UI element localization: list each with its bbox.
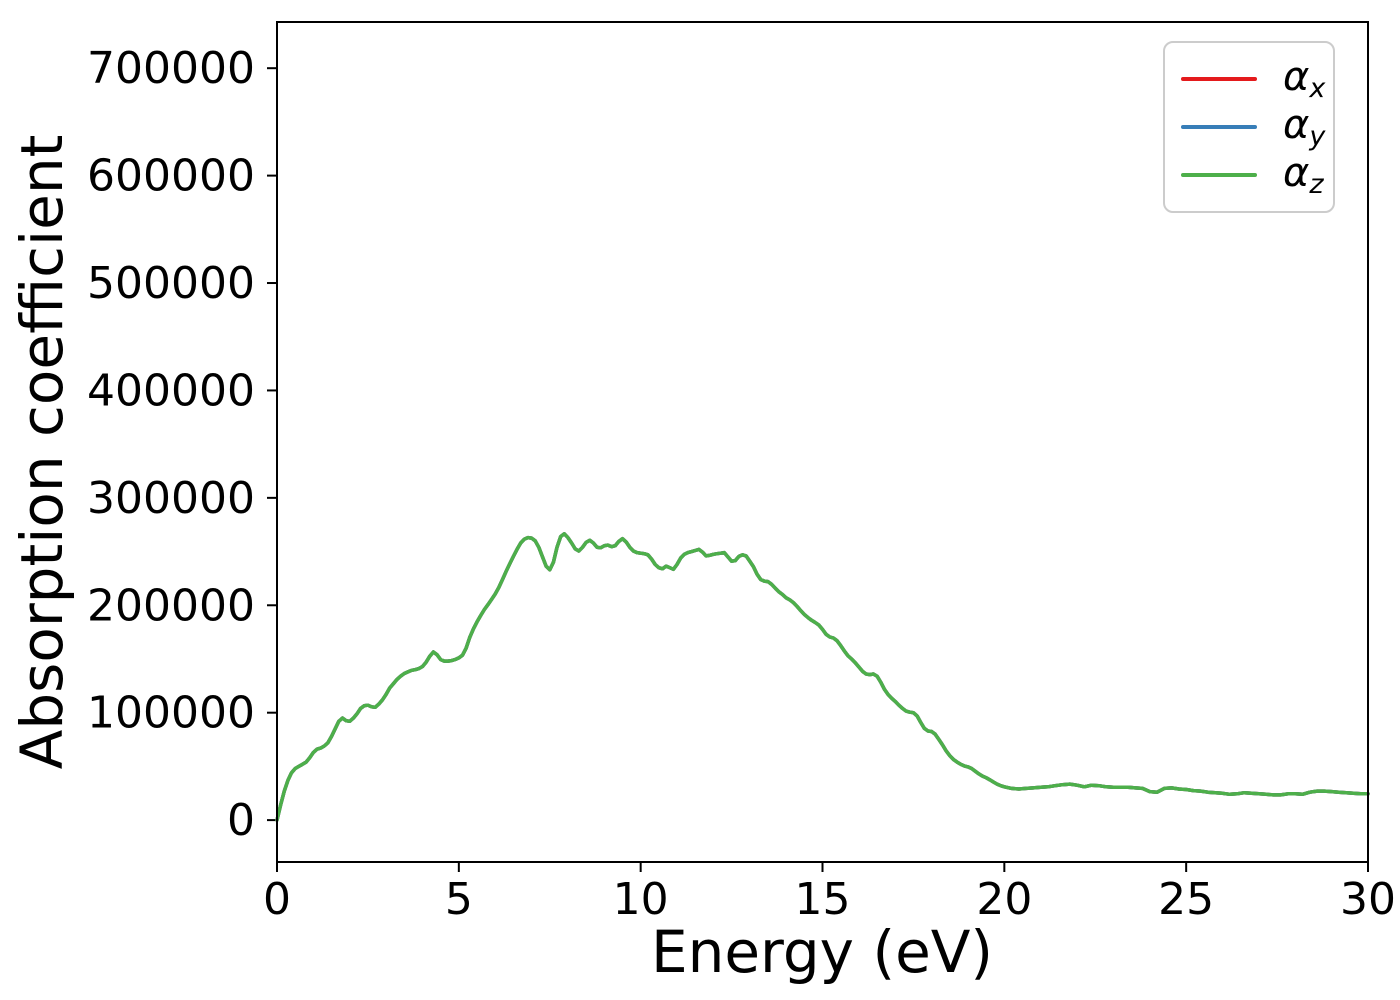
legend: αx αy αz [1163,41,1335,213]
x-tick-label: 5 [445,874,473,925]
x-tick-label: 0 [263,874,291,925]
y-tick-label: 700000 [87,43,255,94]
y-tick-label: 200000 [87,580,255,631]
legend-item-alpha-y: αy [1181,105,1325,149]
legend-label-alpha-x: αx [1283,57,1325,102]
legend-label-base: α [1283,101,1310,148]
legend-label-alpha-y: αy [1283,105,1325,150]
legend-label-sub: x [1309,72,1326,104]
x-axis-label: Energy (eV) [650,918,994,986]
y-axis-label: Absorption coefficient [8,134,76,770]
y-tick-label: 500000 [87,258,255,309]
y-tick-label: 400000 [87,365,255,416]
y-tick-label: 600000 [87,151,255,202]
legend-label-alpha-z: αz [1283,153,1324,198]
legend-swatch-alpha-z [1181,173,1257,177]
legend-label-sub: z [1309,168,1324,200]
series-line-alpha_y [275,532,1370,822]
legend-item-alpha-z: αz [1181,153,1324,197]
plot-border [276,21,1369,863]
legend-item-alpha-x: αx [1181,57,1325,101]
legend-swatch-alpha-y [1181,125,1257,129]
y-tick-label: 300000 [87,473,255,524]
legend-swatch-alpha-x [1181,77,1257,81]
y-tick-label: 100000 [87,688,255,739]
x-tick-label: 20 [976,874,1032,925]
y-tick-label: 0 [227,795,255,846]
legend-label-sub: y [1309,120,1326,152]
x-tick-label: 15 [795,874,851,925]
x-tick-label: 25 [1158,874,1214,925]
legend-label-base: α [1283,149,1310,196]
series-line-alpha_z [275,532,1370,822]
legend-label-base: α [1283,53,1310,100]
x-tick-label: 30 [1340,874,1396,925]
x-tick-label: 10 [613,874,669,925]
series-line-alpha_x [275,532,1370,822]
